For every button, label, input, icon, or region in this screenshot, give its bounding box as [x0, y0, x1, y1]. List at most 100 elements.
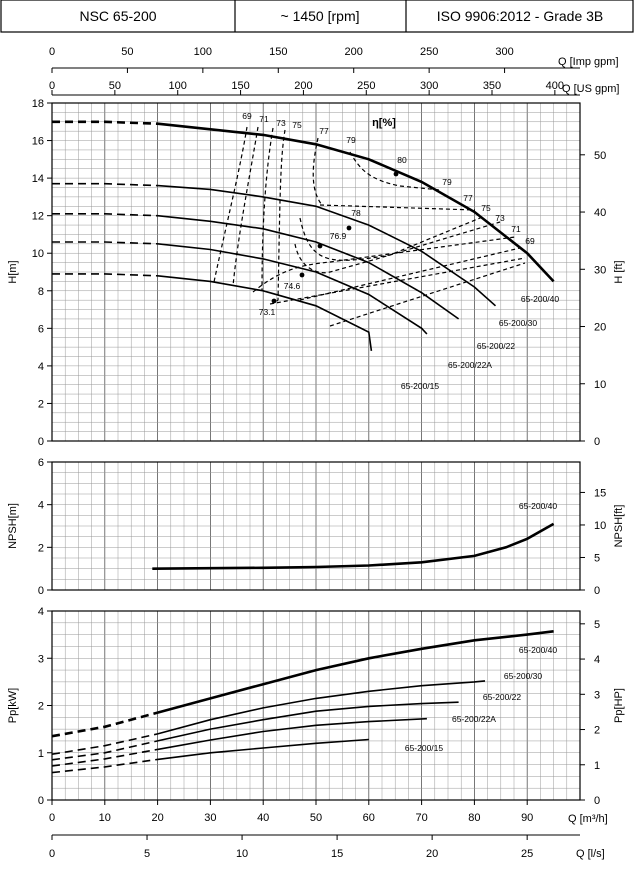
m3h-label: Q [m³/h] — [568, 813, 608, 825]
curve-65-200/30-dashed — [51, 733, 158, 755]
series-label-65-200/22A: 65-200/22A — [448, 360, 492, 370]
imp-gpm-ticks: 0 50 100 150 200 250 300 — [49, 46, 514, 73]
head-panel: 0 2 4 6 8 10 12 14 16 18 0 10 20 30 40 50 H[m] H [ft] 65-2… — [7, 98, 625, 448]
series-label-65-200/22: 65-200/22 — [483, 692, 522, 702]
efficiency-value-label: 74.6 — [284, 281, 301, 291]
curve-65-200/30-dashed — [52, 182, 158, 187]
ls-tick-label: 25 — [521, 848, 533, 860]
m3h-tick-label: 40 — [257, 812, 269, 824]
efficiency-value-label: 79 — [442, 177, 452, 187]
y-axis-label: NPSH[m] — [7, 503, 19, 549]
ls-tick-label: 15 — [331, 848, 343, 860]
y-right-tick-label: 40 — [594, 207, 606, 219]
ls-tick-label: 5 — [144, 848, 150, 860]
curve-65-200/40 — [152, 522, 555, 570]
header-model: NSC 65-200 — [79, 8, 156, 24]
m3h-tick-label: 50 — [310, 812, 322, 824]
y-right-tick-label: 0 — [594, 585, 600, 597]
efficiency-value-label: 80 — [397, 155, 407, 165]
plot-frame — [51, 461, 581, 591]
us-gpm-tick-label: 350 — [483, 80, 501, 92]
iso-efficiency-line — [319, 204, 476, 211]
iso-efficiency-line — [232, 126, 259, 287]
us-gpm-tick-label: 300 — [420, 80, 438, 92]
curve-65-200/22A-dashed — [51, 748, 158, 767]
curve-65-200/22A — [157, 243, 428, 335]
series-label-65-200/22: 65-200/22 — [477, 341, 516, 351]
series-label-65-200/40: 65-200/40 — [519, 501, 558, 511]
us-gpm-tick-label: 100 — [169, 80, 187, 92]
series-label-65-200/40: 65-200/40 — [521, 294, 560, 304]
y-tick-label: 10 — [32, 248, 44, 260]
best-efficiency-point — [317, 243, 323, 249]
y-right-tick-label: 50 — [594, 150, 606, 162]
curve-65-200/22 — [157, 214, 460, 320]
y-tick-label: 16 — [32, 136, 44, 148]
imp-gpm-tick-label: 300 — [495, 46, 513, 58]
y-tick-label: 2 — [38, 398, 44, 410]
efficiency-value-label: 75 — [292, 120, 302, 130]
imp-gpm-tick-label: 0 — [49, 46, 55, 58]
y-right-axis-label: H [ft] — [613, 260, 625, 283]
curve-65-200/15 — [157, 275, 373, 352]
m3h-tick-label: 60 — [363, 812, 375, 824]
imp-gpm-tick-label: 50 — [121, 46, 133, 58]
efficiency-value-label: 77 — [319, 126, 329, 136]
m3h-tick-label: 0 — [49, 812, 55, 824]
ls-tick-label: 10 — [236, 848, 248, 860]
curve-65-200/40 — [157, 122, 555, 283]
efficiency-curves: 69 71 73 75 77 79 80 79 77 75 73 71 69 78 76.9 74.6 73.1… — [213, 111, 535, 327]
efficiency-value-label: 75 — [481, 203, 491, 213]
curve-65-200/15-dashed — [51, 758, 158, 774]
bottom-axes: 0 5 10 15 20 25 Q [m³/h] Q [l/s] — [49, 813, 608, 860]
top-axes: 0 50 100 150 200 250 300 0 50 100 150 200 250 300 350… — [49, 46, 619, 96]
y-tick-label: 4 — [38, 361, 44, 373]
iso-efficiency-line — [312, 137, 323, 206]
y-tick-label: 2 — [38, 701, 44, 713]
efficiency-value-label: 73 — [276, 118, 286, 128]
header-table: NSC 65-200 ~ 1450 [rpm] ISO 9906:2012 - … — [0, 0, 634, 33]
iso-efficiency-line — [213, 126, 248, 283]
curve-65-200/30 — [157, 184, 497, 307]
iso-efficiency-line — [261, 127, 274, 291]
us-gpm-tick-label: 50 — [109, 80, 121, 92]
imp-gpm-tick-label: 250 — [420, 46, 438, 58]
curve-65-200/22 — [157, 701, 459, 742]
y-tick-label: 4 — [38, 606, 44, 618]
us-gpm-tick-label: 200 — [294, 80, 312, 92]
series-label-65-200/40: 65-200/40 — [519, 645, 558, 655]
y-tick-label: 1 — [38, 748, 44, 760]
us-gpm-tick-label: 0 — [49, 80, 55, 92]
efficiency-value-label: 76.9 — [330, 231, 347, 241]
efficiency-axis-label: η[%] — [372, 117, 396, 129]
npsh-panel: 0 2 4 6 0 5 10 15 NPSH[m] NPSH[ft] 65-200/40 — [7, 457, 625, 597]
y-tick-label: 8 — [38, 286, 44, 298]
y-right-axis-label: Pp[HP] — [613, 688, 625, 723]
y-tick-label: 18 — [32, 98, 44, 110]
m3h-tick-label: 90 — [521, 812, 533, 824]
us-gpm-tick-label: 400 — [546, 80, 564, 92]
series-label-65-200/15: 65-200/15 — [405, 743, 444, 753]
efficiency-value-label: 77 — [463, 193, 473, 203]
header-standard: ISO 9906:2012 - Grade 3B — [437, 8, 604, 24]
series-label-65-200/15: 65-200/15 — [401, 381, 440, 391]
imp-gpm-tick-label: 100 — [194, 46, 212, 58]
m3h-tick-label: 70 — [415, 812, 427, 824]
us-gpm-ticks: 0 50 100 150 200 250 300 350 400 — [49, 80, 564, 95]
y-right-tick-label: 10 — [594, 520, 606, 532]
us-gpm-tick-label: 250 — [357, 80, 375, 92]
imp-gpm-tick-label: 200 — [345, 46, 363, 58]
iso-efficiency-line — [329, 262, 526, 327]
curve-65-200/22A-dashed — [52, 241, 158, 245]
plot-frame — [51, 102, 581, 442]
series-label-65-200/30: 65-200/30 — [499, 318, 538, 328]
y-tick-label: 6 — [38, 323, 44, 335]
iso-efficiency-line — [269, 257, 526, 305]
y-right-tick-label: 5 — [594, 552, 600, 564]
best-efficiency-point — [271, 298, 277, 304]
m3h-tick-label: 30 — [204, 812, 216, 824]
y-right-tick-label: 1 — [594, 760, 600, 772]
y-tick-label: 0 — [38, 585, 44, 597]
imp-gpm-label: Q [Imp gpm] — [558, 56, 619, 68]
